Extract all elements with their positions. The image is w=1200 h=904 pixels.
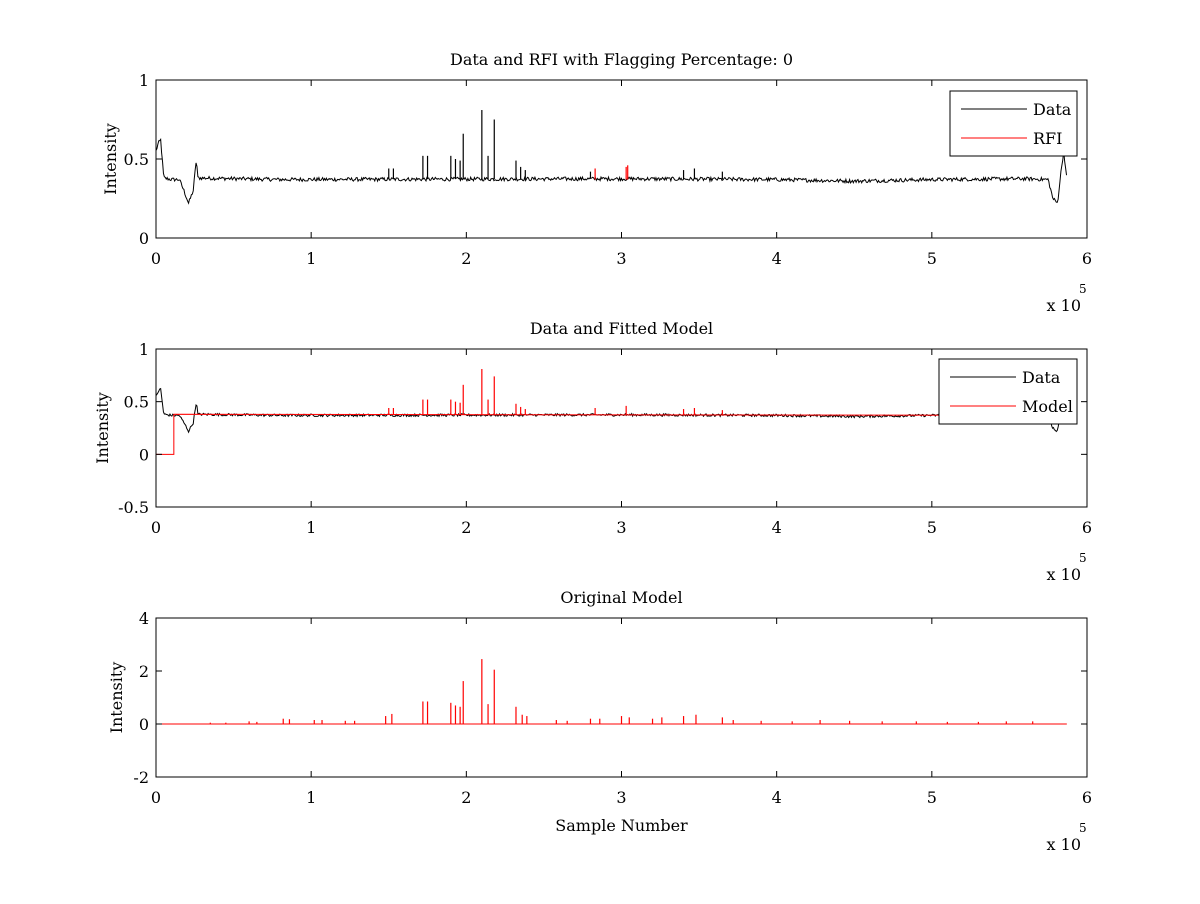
x-tick-label: 0 xyxy=(151,788,161,807)
legend-label-data: Data xyxy=(1022,368,1061,387)
x-tick-label: 2 xyxy=(461,518,471,537)
y-tick-label: 1 xyxy=(139,340,149,359)
y-tick-label: 0 xyxy=(139,445,149,464)
series-line xyxy=(156,387,1068,434)
x-multiplier: x 10 xyxy=(1047,296,1081,315)
x-tick-label: 4 xyxy=(772,788,782,807)
y-tick-label: 0.5 xyxy=(124,393,149,412)
x-tick-label: 1 xyxy=(306,788,316,807)
y-tick-label: 4 xyxy=(139,609,149,628)
series-rfi xyxy=(594,165,629,180)
chart-title: Data and Fitted Model xyxy=(530,319,713,338)
series-line xyxy=(156,413,1067,455)
series-model-0 xyxy=(156,659,1067,725)
chart-title: Data and RFI with Flagging Percentage: 0 xyxy=(450,50,793,69)
x-tick-label: 5 xyxy=(927,788,937,807)
x-tick-label: 6 xyxy=(1082,788,1092,807)
plot-area xyxy=(156,659,1067,725)
series-data xyxy=(156,387,1068,434)
x-tick-label: 6 xyxy=(1082,249,1092,268)
x-tick-label: 6 xyxy=(1082,518,1092,537)
y-tick-label: 0 xyxy=(139,715,149,734)
x-tick-label: 2 xyxy=(461,249,471,268)
x-tick-label: 3 xyxy=(616,249,626,268)
x-multiplier: x 10 xyxy=(1047,835,1081,854)
y-tick-label: 0 xyxy=(139,229,149,248)
legend: Data RFI xyxy=(949,90,1078,157)
y-tick-label: 1 xyxy=(139,71,149,90)
x-tick-label: 3 xyxy=(616,788,626,807)
x-tick-label: 5 xyxy=(927,518,937,537)
x-tick-label: 5 xyxy=(927,249,937,268)
y-axis-label: Intensity xyxy=(101,123,120,195)
series-line xyxy=(156,138,1068,205)
x-axis-label: Sample Number xyxy=(555,816,688,835)
legend-label-data: Data xyxy=(1033,100,1072,119)
axes-frame xyxy=(155,348,1088,508)
x-multiplier-exponent: 5 xyxy=(1079,551,1087,565)
axes-frame xyxy=(155,617,1088,778)
legend: Data Model xyxy=(938,358,1078,425)
x-tick-label: 1 xyxy=(306,518,316,537)
legend-label-rfi: RFI xyxy=(1033,129,1062,148)
x-tick-label: 0 xyxy=(151,249,161,268)
x-tick-label: 3 xyxy=(616,518,626,537)
x-tick-label: 1 xyxy=(306,249,316,268)
y-tick-label: -0.5 xyxy=(118,498,149,517)
y-tick-label: 0.5 xyxy=(124,150,149,169)
x-tick-label: 4 xyxy=(772,249,782,268)
x-tick-label: 4 xyxy=(772,518,782,537)
chart-title: Original Model xyxy=(560,588,682,607)
x-tick-label: 0 xyxy=(151,518,161,537)
x-multiplier-exponent: 5 xyxy=(1079,821,1087,835)
x-multiplier: x 10 xyxy=(1047,565,1081,584)
legend-box xyxy=(938,358,1078,425)
plot-area xyxy=(156,110,1068,205)
y-tick-label: -2 xyxy=(133,768,149,787)
legend-label-model: Model xyxy=(1022,397,1073,416)
axes-frame xyxy=(155,79,1088,239)
x-tick-label: 2 xyxy=(461,788,471,807)
plot-area xyxy=(156,369,1068,455)
x-multiplier-exponent: 5 xyxy=(1079,282,1087,296)
y-axis-label: Intensity xyxy=(93,392,112,464)
series-data xyxy=(156,110,1068,205)
y-axis-label: Intensity xyxy=(107,662,126,734)
subplot-1: 0 1 2 3 4 5 6 0 0.5 1 Data and RFI with Flagging P… xyxy=(101,50,1092,315)
series-model xyxy=(156,369,1067,455)
y-tick-label: 2 xyxy=(139,662,149,681)
legend-box xyxy=(949,90,1078,157)
